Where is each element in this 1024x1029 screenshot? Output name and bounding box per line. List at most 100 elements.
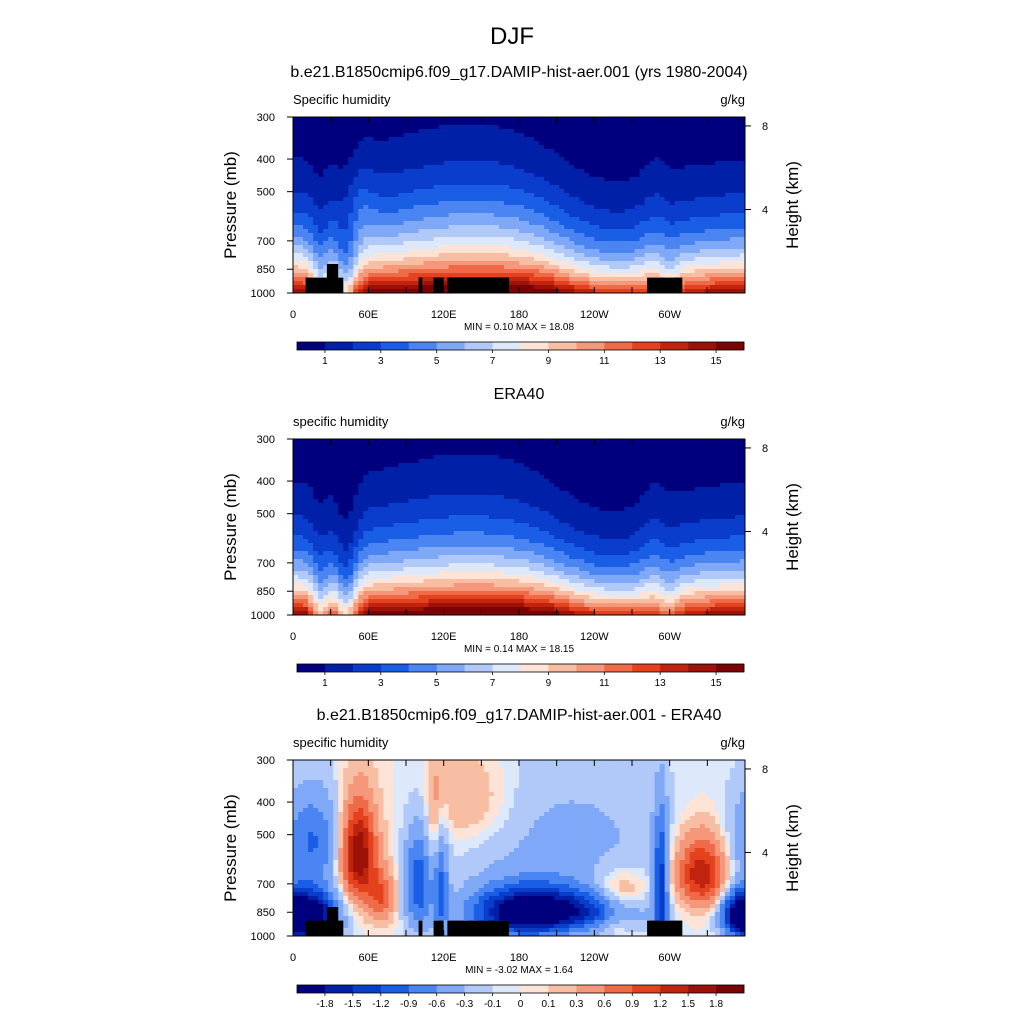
field-cell [449,443,455,448]
field-cell [614,181,620,186]
field-cell [383,161,389,166]
field-cell [670,181,676,186]
field-cell [504,443,510,448]
field-cell [509,205,515,210]
field-cell [675,141,681,146]
field-cell [735,129,741,134]
field-cell [544,165,550,170]
field-cell [665,177,671,182]
field-cell [353,149,359,154]
field-cell [333,185,339,190]
field-cell [429,475,435,480]
field-cell [544,451,550,456]
field-cell [338,177,344,182]
field-cell [549,133,555,138]
field-cell [665,205,671,210]
field-cell [619,443,625,448]
field-cell [469,261,475,266]
field-cell [569,117,575,122]
field-cell [388,145,394,150]
field-cell [454,463,460,468]
field-cell [388,193,394,198]
field-cell [403,265,409,270]
field-cell [509,269,515,274]
field-cell [469,229,475,234]
field-cell [715,229,721,234]
field-cell [363,129,369,134]
field-cell [574,193,580,198]
field-cell [474,181,480,186]
field-cell [348,265,354,270]
field-cell [735,157,741,162]
field-cell [715,117,721,122]
field-cell [614,137,620,142]
field-cell [308,233,314,238]
field-cell [735,241,741,246]
field-cell [624,173,630,178]
field-cell [403,129,409,134]
field-cell [353,261,359,266]
field-cell [409,181,415,186]
field-cell [358,443,364,448]
field-cell [529,265,535,270]
field-cell [655,169,661,174]
field-cell [685,165,691,170]
field-cell [609,133,615,138]
field-cell [640,117,646,122]
field-cell [640,237,646,242]
field-cell [368,455,374,460]
field-cell [479,169,485,174]
field-cell [328,141,334,146]
field-cell [373,193,379,198]
field-cell [524,153,530,158]
field-cell [298,265,304,270]
field-cell [529,173,535,178]
field-cell [348,129,354,134]
field-cell [569,249,575,254]
field-cell [619,229,625,234]
field-cell [604,237,610,242]
field-cell [469,177,475,182]
field-cell [489,125,495,130]
field-cell [459,443,465,448]
field-cell [589,245,595,250]
field-cell [579,261,585,266]
field-cell [459,193,465,198]
field-cell [358,137,364,142]
field-cell [398,285,404,290]
field-cell [549,265,555,270]
field-cell [504,189,510,194]
field-cell [645,169,651,174]
field-cell [454,249,460,254]
field-cell [489,455,495,460]
field-cell [434,145,440,150]
field-cell [549,257,555,262]
field-cell [619,221,625,226]
field-cell [715,261,721,266]
field-cell [544,125,550,130]
field-cell [564,233,570,238]
field-cell [403,281,409,286]
field-cell [609,169,615,174]
field-cell [670,439,676,444]
field-cell [358,261,364,266]
field-cell [564,277,570,282]
field-cell [554,229,560,234]
field-cell [594,189,600,194]
field-cell [554,165,560,170]
field-cell [574,439,580,444]
field-cell [675,249,681,254]
field-cell [318,201,324,206]
field-cell [715,157,721,162]
field-cell [554,265,560,270]
field-cell [710,181,716,186]
field-cell [293,141,299,146]
field-cell [464,145,470,150]
field-cell [499,443,505,448]
field-cell [313,455,319,460]
field-cell [303,221,309,226]
field-cell [599,177,605,182]
field-cell [710,277,716,282]
field-cell [660,165,666,170]
field-cell [303,443,309,448]
